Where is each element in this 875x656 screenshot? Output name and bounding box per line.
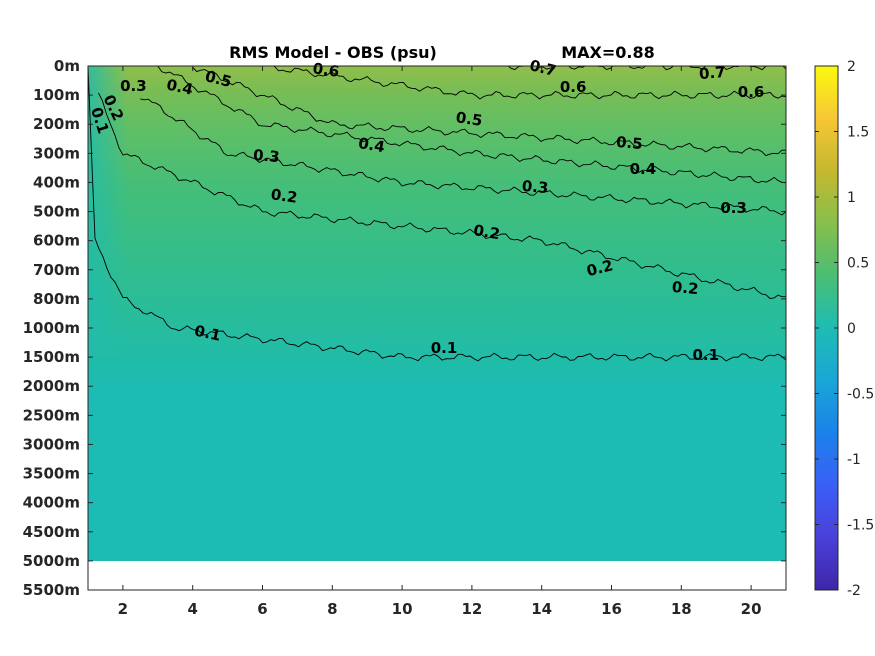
contour-label-0.1: 0.1 [193,322,223,345]
contour-lines [88,66,786,362]
y-tick-label: 2500m [23,406,80,424]
contour-line-0.3 [140,98,786,216]
contour-line-0.2 [98,92,786,299]
contour-label-0.6: 0.6 [738,83,765,101]
colorbar-tick-label: 1.5 [847,125,869,141]
x-tick-label: 10 [392,600,413,618]
y-tick-label: 4000m [23,494,80,512]
y-tick-label: 5000m [23,552,80,570]
colorbar-tick-label: -2 [847,583,861,599]
y-tick-label: 100m [33,86,80,104]
x-tick-label: 16 [601,600,622,618]
left-edge-field [88,66,128,356]
colorbar-tick-label: -1.5 [847,518,874,534]
y-tick-label: 800m [33,290,80,308]
colorbar-tick-label: -0.5 [847,387,874,403]
colorbar-ticks: 2 1.5 1 0.5 0 -0.5 -1 -1.5 -2 [815,59,874,599]
y-tick-label: 1500m [23,348,80,366]
y-tick-label: 200m [33,115,80,133]
colorbar-tick-label: 2 [847,59,856,75]
y-tick-label: 1000m [23,319,80,337]
salinity-rms-field [88,66,786,561]
x-tick-label: 20 [741,600,762,618]
contour-label-0.4: 0.4 [357,134,386,156]
colorbar-tick-label: -1 [847,452,861,468]
chart-title: RMS Model - OBS (psu) [229,43,437,62]
x-tick-label: 4 [187,600,197,618]
contour-label-0.2: 0.2 [671,278,699,298]
contour-label-0.6: 0.6 [312,59,341,81]
y-tick-label: 400m [33,173,80,191]
x-tick-label: 18 [671,600,692,618]
y-tick-label: 5500m [23,581,80,599]
contour-label-0.1: 0.1 [692,346,719,364]
contour-label-0.6: 0.6 [560,78,587,96]
y-tick-label: 0m [54,57,80,75]
contour-label-0.2: 0.2 [270,185,299,207]
x-tick-label: 14 [531,600,552,618]
contour-label-0.3: 0.3 [252,146,280,166]
contour-label-0.7: 0.7 [698,63,726,83]
contour-line-0.4 [157,66,786,184]
colorbar-tick-label: 0.5 [847,256,869,272]
contour-label-0.1: 0.1 [431,339,458,357]
contour-label-0.5: 0.5 [455,108,484,130]
colorbar-tick-label: 1 [847,190,856,206]
y-tick-label: 3500m [23,465,80,483]
y-tick-label: 4500m [23,523,80,541]
contour-label-0.2: 0.2 [585,256,615,280]
y-tick-label: 300m [33,144,80,162]
colorbar-tick-label: 0 [847,321,856,337]
y-tick-label: 600m [33,232,80,250]
x-tick-label: 6 [257,600,267,618]
contour-label-0.2: 0.2 [472,221,501,243]
contour-label-0.7: 0.7 [528,56,558,80]
plot-area: 0.10.10.1 0.10.20.20.20.20.20.30.30.30.30… [87,56,787,591]
colorbar: 2 1.5 1 0.5 0 -0.5 -1 -1.5 -2 [814,59,874,599]
y-tick-label: 700m [33,261,80,279]
y-tick-label: 3000m [23,435,80,453]
y-axis: 0m 100m 200m 300m 400m 500m 600m 700m 800m 1000m 1… [23,57,786,599]
contour-line-0.5 [192,66,786,157]
contour-line-0.1 [88,66,786,362]
x-tick-label: 8 [327,600,337,618]
contour-label-0.4: 0.4 [165,76,195,99]
y-tick-label: 2000m [23,377,80,395]
chart-max-annotation: MAX=0.88 [561,43,655,62]
contour-label-0.3: 0.3 [521,177,549,197]
x-tick-label: 12 [461,600,482,618]
contour-label-0.5: 0.5 [615,133,643,153]
contour-label-0.3: 0.3 [120,77,147,95]
x-tick-label: 2 [118,600,128,618]
contour-line-0.6 [272,66,786,100]
y-tick-label: 500m [33,203,80,221]
contour-label-0.5: 0.5 [203,67,233,91]
contour-label-0.3: 0.3 [720,199,747,217]
contour-label-0.4: 0.4 [630,160,657,178]
x-axis: 2 4 6 8 10 12 14 16 18 20 [118,66,762,618]
